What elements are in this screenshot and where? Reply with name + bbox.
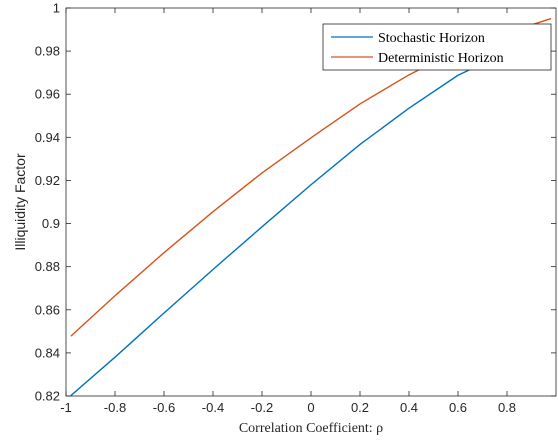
y-tick-label: 0.84 (35, 345, 60, 360)
y-tick-label: 0.96 (35, 87, 60, 102)
series-layer (70, 17, 552, 397)
x-tick-label: 0 (307, 400, 314, 415)
series-line-stochastic (70, 37, 552, 397)
x-tick-label: -0.8 (104, 400, 126, 415)
x-tick-label: 0.8 (498, 400, 516, 415)
x-tick-label: 0.4 (400, 400, 418, 415)
legend: Stochastic Horizon Deterministic Horizon (322, 23, 552, 71)
x-tick-label: 0.6 (449, 400, 467, 415)
tick-labels-layer: -1 -0.8 -0.6 -0.4 -0.2 0 0.2 0.4 0.6 0.8 0.82 0.84 0… (35, 1, 516, 416)
x-tick-label: -0.6 (153, 400, 175, 415)
x-tick-label: -1 (60, 400, 72, 415)
y-tick-label: 0.98 (35, 44, 60, 59)
y-tick-label: 1 (53, 1, 60, 16)
x-tick-label: -0.4 (202, 400, 224, 415)
y-tick-label: 0.9 (42, 216, 60, 231)
y-tick-label: 0.82 (35, 389, 60, 404)
legend-box (322, 23, 552, 71)
x-tick-label: 0.2 (351, 400, 369, 415)
y-tick-label: 0.92 (35, 173, 60, 188)
y-tick-label: 0.94 (35, 130, 60, 145)
legend-entry-deterministic: Deterministic Horizon (378, 51, 504, 66)
x-axis-title: Correlation Coefficient: ρ (239, 421, 383, 436)
y-axis-title: Illiquidity Factor (12, 153, 28, 251)
y-tick-label: 0.86 (35, 302, 60, 317)
ticks-layer (65, 7, 556, 397)
x-tick-label: -0.2 (251, 400, 273, 415)
y-tick-label: 0.88 (35, 259, 60, 274)
legend-entry-stochastic: Stochastic Horizon (378, 31, 485, 46)
